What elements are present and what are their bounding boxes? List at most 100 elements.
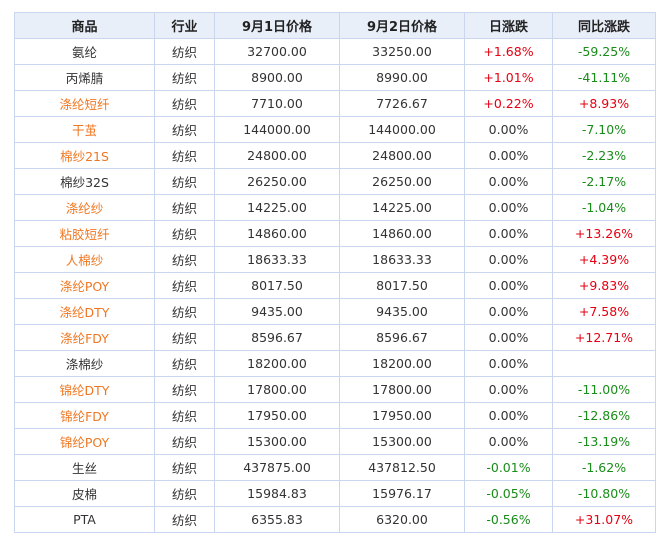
daily-change-cell: 0.00% [464, 324, 553, 351]
price-sep2-cell: 14860.00 [339, 220, 465, 247]
yoy-change-cell: -12.86% [552, 402, 656, 429]
commodity-name[interactable]: 人棉纱 [14, 246, 155, 273]
yoy-change-cell: -13.19% [552, 428, 656, 455]
price-sep1-cell: 26250.00 [214, 168, 340, 195]
yoy-change-cell: -2.23% [552, 142, 656, 169]
price-sep2-cell: 18200.00 [339, 350, 465, 377]
price-sep1-cell: 24800.00 [214, 142, 340, 169]
price-sep2-cell: 8990.00 [339, 64, 465, 91]
price-sep1-cell: 15984.83 [214, 480, 340, 507]
yoy-change-cell: -11.00% [552, 376, 656, 403]
industry-cell: 纺织 [154, 116, 215, 143]
table-row: 丙烯腈 纺织 8900.00 8990.00 +1.01% -41.11% [14, 64, 656, 91]
commodity-name[interactable]: 粘胶短纤 [14, 220, 155, 247]
yoy-change-cell: -59.25% [552, 38, 656, 65]
commodity-name[interactable]: 涤纶DTY [14, 298, 155, 325]
price-sep1-cell: 32700.00 [214, 38, 340, 65]
yoy-change-cell: +4.39% [552, 246, 656, 273]
daily-change-cell: 0.00% [464, 376, 553, 403]
daily-change-cell: 0.00% [464, 246, 553, 273]
industry-cell: 纺织 [154, 246, 215, 273]
table-row: 粘胶短纤 纺织 14860.00 14860.00 0.00% +13.26% [14, 220, 656, 247]
yoy-change-cell: -10.80% [552, 480, 656, 507]
price-sep2-cell: 18633.33 [339, 246, 465, 273]
commodity-name[interactable]: 涤纶纱 [14, 194, 155, 221]
price-sep2-cell: 17950.00 [339, 402, 465, 429]
commodity-name[interactable]: 锦纶POY [14, 428, 155, 455]
daily-change-cell: -0.01% [464, 454, 553, 481]
industry-cell: 纺织 [154, 90, 215, 117]
yoy-change-cell: -7.10% [552, 116, 656, 143]
table-row: 棉纱21S 纺织 24800.00 24800.00 0.00% -2.23% [14, 142, 656, 169]
commodity-name: 生丝 [14, 454, 155, 481]
price-sep1-cell: 6355.83 [214, 506, 340, 533]
table-row: 干茧 纺织 144000.00 144000.00 0.00% -7.10% [14, 116, 656, 143]
commodity-name[interactable]: 干茧 [14, 116, 155, 143]
commodity-name[interactable]: 涤纶FDY [14, 324, 155, 351]
daily-change-cell: +1.68% [464, 38, 553, 65]
industry-cell: 纺织 [154, 38, 215, 65]
table-row: 生丝 纺织 437875.00 437812.50 -0.01% -1.62% [14, 454, 656, 481]
daily-change-cell: +1.01% [464, 64, 553, 91]
daily-change-cell: 0.00% [464, 194, 553, 221]
table-row: 涤纶POY 纺织 8017.50 8017.50 0.00% +9.83% [14, 272, 656, 299]
price-sep2-cell: 15976.17 [339, 480, 465, 507]
price-sep2-cell: 8017.50 [339, 272, 465, 299]
daily-change-cell: 0.00% [464, 402, 553, 429]
header-yoy-change: 同比涨跌 [552, 12, 656, 39]
commodity-name[interactable]: 涤纶POY [14, 272, 155, 299]
price-sep2-cell: 33250.00 [339, 38, 465, 65]
commodity-name[interactable]: 锦纶DTY [14, 376, 155, 403]
table-row: PTA 纺织 6355.83 6320.00 -0.56% +31.07% [14, 506, 656, 533]
price-table: 商品 行业 9月1日价格 9月2日价格 日涨跌 同比涨跌 氨纶 纺织 32700.0… [14, 12, 656, 533]
industry-cell: 纺织 [154, 428, 215, 455]
price-sep1-cell: 8017.50 [214, 272, 340, 299]
table-row: 人棉纱 纺织 18633.33 18633.33 0.00% +4.39% [14, 246, 656, 273]
daily-change-cell: +0.22% [464, 90, 553, 117]
price-sep2-cell: 15300.00 [339, 428, 465, 455]
daily-change-cell: 0.00% [464, 350, 553, 377]
price-sep1-cell: 9435.00 [214, 298, 340, 325]
daily-change-cell: 0.00% [464, 272, 553, 299]
price-sep2-cell: 7726.67 [339, 90, 465, 117]
table-row: 皮棉 纺织 15984.83 15976.17 -0.05% -10.80% [14, 480, 656, 507]
daily-change-cell: 0.00% [464, 168, 553, 195]
commodity-name[interactable]: 涤纶短纤 [14, 90, 155, 117]
daily-change-cell: 0.00% [464, 428, 553, 455]
daily-change-cell: 0.00% [464, 116, 553, 143]
yoy-change-cell: +12.71% [552, 324, 656, 351]
price-sep1-cell: 14225.00 [214, 194, 340, 221]
yoy-change-cell: +13.26% [552, 220, 656, 247]
price-sep1-cell: 18633.33 [214, 246, 340, 273]
industry-cell: 纺织 [154, 480, 215, 507]
yoy-change-cell: +31.07% [552, 506, 656, 533]
price-sep1-cell: 7710.00 [214, 90, 340, 117]
price-sep2-cell: 17800.00 [339, 376, 465, 403]
industry-cell: 纺织 [154, 506, 215, 533]
industry-cell: 纺织 [154, 376, 215, 403]
header-price-sep1: 9月1日价格 [214, 12, 340, 39]
price-sep1-cell: 8596.67 [214, 324, 340, 351]
price-sep1-cell: 8900.00 [214, 64, 340, 91]
yoy-change-cell: +9.83% [552, 272, 656, 299]
price-sep2-cell: 24800.00 [339, 142, 465, 169]
industry-cell: 纺织 [154, 194, 215, 221]
table-row: 涤纶纱 纺织 14225.00 14225.00 0.00% -1.04% [14, 194, 656, 221]
header-row: 商品 行业 9月1日价格 9月2日价格 日涨跌 同比涨跌 [14, 12, 656, 39]
yoy-change-cell: -41.11% [552, 64, 656, 91]
daily-change-cell: -0.05% [464, 480, 553, 507]
industry-cell: 纺织 [154, 402, 215, 429]
commodity-name: 氨纶 [14, 38, 155, 65]
commodity-name: 丙烯腈 [14, 64, 155, 91]
commodity-name[interactable]: 棉纱21S [14, 142, 155, 169]
industry-cell: 纺织 [154, 324, 215, 351]
table-row: 锦纶FDY 纺织 17950.00 17950.00 0.00% -12.86% [14, 402, 656, 429]
commodity-name: PTA [14, 506, 155, 533]
price-sep1-cell: 14860.00 [214, 220, 340, 247]
commodity-name[interactable]: 锦纶FDY [14, 402, 155, 429]
price-sep1-cell: 144000.00 [214, 116, 340, 143]
price-sep2-cell: 26250.00 [339, 168, 465, 195]
header-industry: 行业 [154, 12, 215, 39]
header-daily-change: 日涨跌 [464, 12, 553, 39]
table-row: 涤纶DTY 纺织 9435.00 9435.00 0.00% +7.58% [14, 298, 656, 325]
